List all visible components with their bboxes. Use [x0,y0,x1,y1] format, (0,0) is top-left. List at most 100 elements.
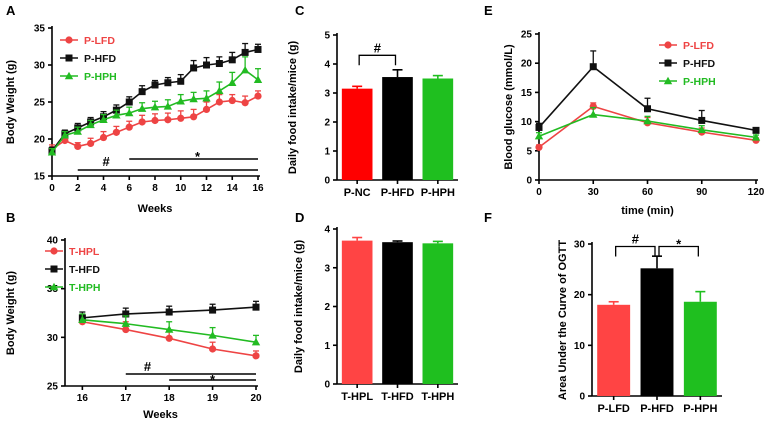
legend-label: P-HFD [84,53,116,65]
x-tick-label: 10 [175,183,187,194]
data-point [589,110,598,118]
data-point [254,45,262,53]
data-point [752,126,760,134]
data-point [228,56,236,64]
data-point [138,88,146,96]
x-tick-label: 19 [207,393,219,404]
panel-letter: C [295,3,305,18]
y-tick-label: 40 [47,236,59,247]
data-point [251,337,261,346]
legend-marker [663,76,673,85]
legend-marker [664,59,672,67]
legend-label: T-HPL [69,246,100,258]
data-point [215,98,223,106]
data-point [60,131,70,139]
significance-bracket [358,54,397,66]
y-tick-label: 35 [34,24,46,35]
y-tick-label: 20 [574,290,586,301]
y-tick-label: 25 [47,382,59,393]
significance-marker: # [102,154,110,169]
data-point [137,104,147,112]
data-point [151,116,159,125]
panel-D: D 0 1 2 3 4 Daily food intake/mice (g) T-HPL T-H… [293,210,458,403]
y-tick-label: 0 [526,176,532,187]
significance-marker: # [144,359,152,374]
legend-label: P-LFD [683,40,714,52]
data-point [215,60,223,68]
data-point [176,96,185,105]
panel-C: C 0 1 2 3 4 5 Daily food intake/mice (g) P-NC P-H… [287,3,458,199]
significance-marker: * [195,149,201,164]
data-point [698,116,706,124]
legend-marker [50,265,58,273]
legend-label: T-HFD [69,264,100,276]
x-tick-label: P-NC [344,187,371,199]
data-point [112,128,120,136]
x-tick-label: P-HPH [683,403,717,415]
data-point [150,102,160,111]
x-tick-label: 0 [49,183,55,194]
bar [597,304,631,396]
y-tick-label: 4 [324,225,330,236]
y-axis-label: Body Weight (g) [5,271,17,355]
x-tick-label: 2 [75,183,81,194]
bar [382,242,413,384]
panel-letter: D [295,210,304,225]
y-tick-label: 5 [526,146,532,157]
data-point [122,310,130,318]
x-tick-label: 17 [120,393,132,404]
data-point [203,61,210,69]
data-point [125,98,133,106]
data-point [87,139,95,148]
x-tick-label: P-HFD [640,403,674,415]
data-point [164,325,174,333]
y-tick-label: 20 [34,135,46,146]
legend: T-HPL T-HFD T-HPH [45,246,101,294]
legend: P-LFD P-HFD P-HPH [60,35,117,83]
x-axis-label: time (min) [621,205,674,217]
data-point [202,94,211,102]
data-point [165,308,173,316]
x-tick-label: P-HPH [421,187,455,199]
legend-marker [65,36,73,44]
legend-label: P-HPH [84,71,117,83]
y-tick-label: 20 [521,59,533,70]
bar [683,301,717,396]
data-point [202,105,211,113]
panel-F: F 0 10 20 30 Area Under the Curve of OGTT P-LF… [484,210,722,415]
y-tick-label: 5 [324,31,330,42]
legend-label: T-HPH [69,282,101,294]
data-point [589,63,597,71]
y-tick-label: 25 [521,30,533,41]
bar [341,240,373,384]
panel-letter: E [484,3,493,18]
legend-marker [50,247,58,255]
x-tick-label: 18 [164,393,176,404]
x-tick-label: 4 [101,183,107,194]
y-tick-label: 4 [324,60,330,71]
series-line [538,105,757,148]
x-tick-label: 16 [77,393,89,404]
data-point [644,105,651,113]
y-axis-label: Body Weight (g) [5,60,17,144]
y-tick-label: 30 [47,333,59,344]
significance-marker: * [676,237,682,252]
series-P-HPH [534,106,761,141]
y-tick-label: 1 [324,147,330,158]
y-tick-label: 2 [324,302,330,313]
x-tick-label: P-HFD [381,187,415,199]
y-tick-label: 0 [579,392,585,403]
y-tick-label: 10 [574,341,586,352]
x-tick-label: T-HPH [421,391,454,403]
y-axis-label: Daily food intake/mice (g) [287,41,299,175]
y-tick-label: 3 [324,89,330,100]
data-point [47,148,57,156]
bar [422,78,454,180]
y-tick-label: 1 [324,341,330,352]
legend: P-LFD P-HFD P-HPH [659,40,716,88]
data-point [751,133,761,141]
bar [640,268,674,396]
series-T-HPH [78,313,261,346]
x-tick-label: 20 [250,393,262,404]
